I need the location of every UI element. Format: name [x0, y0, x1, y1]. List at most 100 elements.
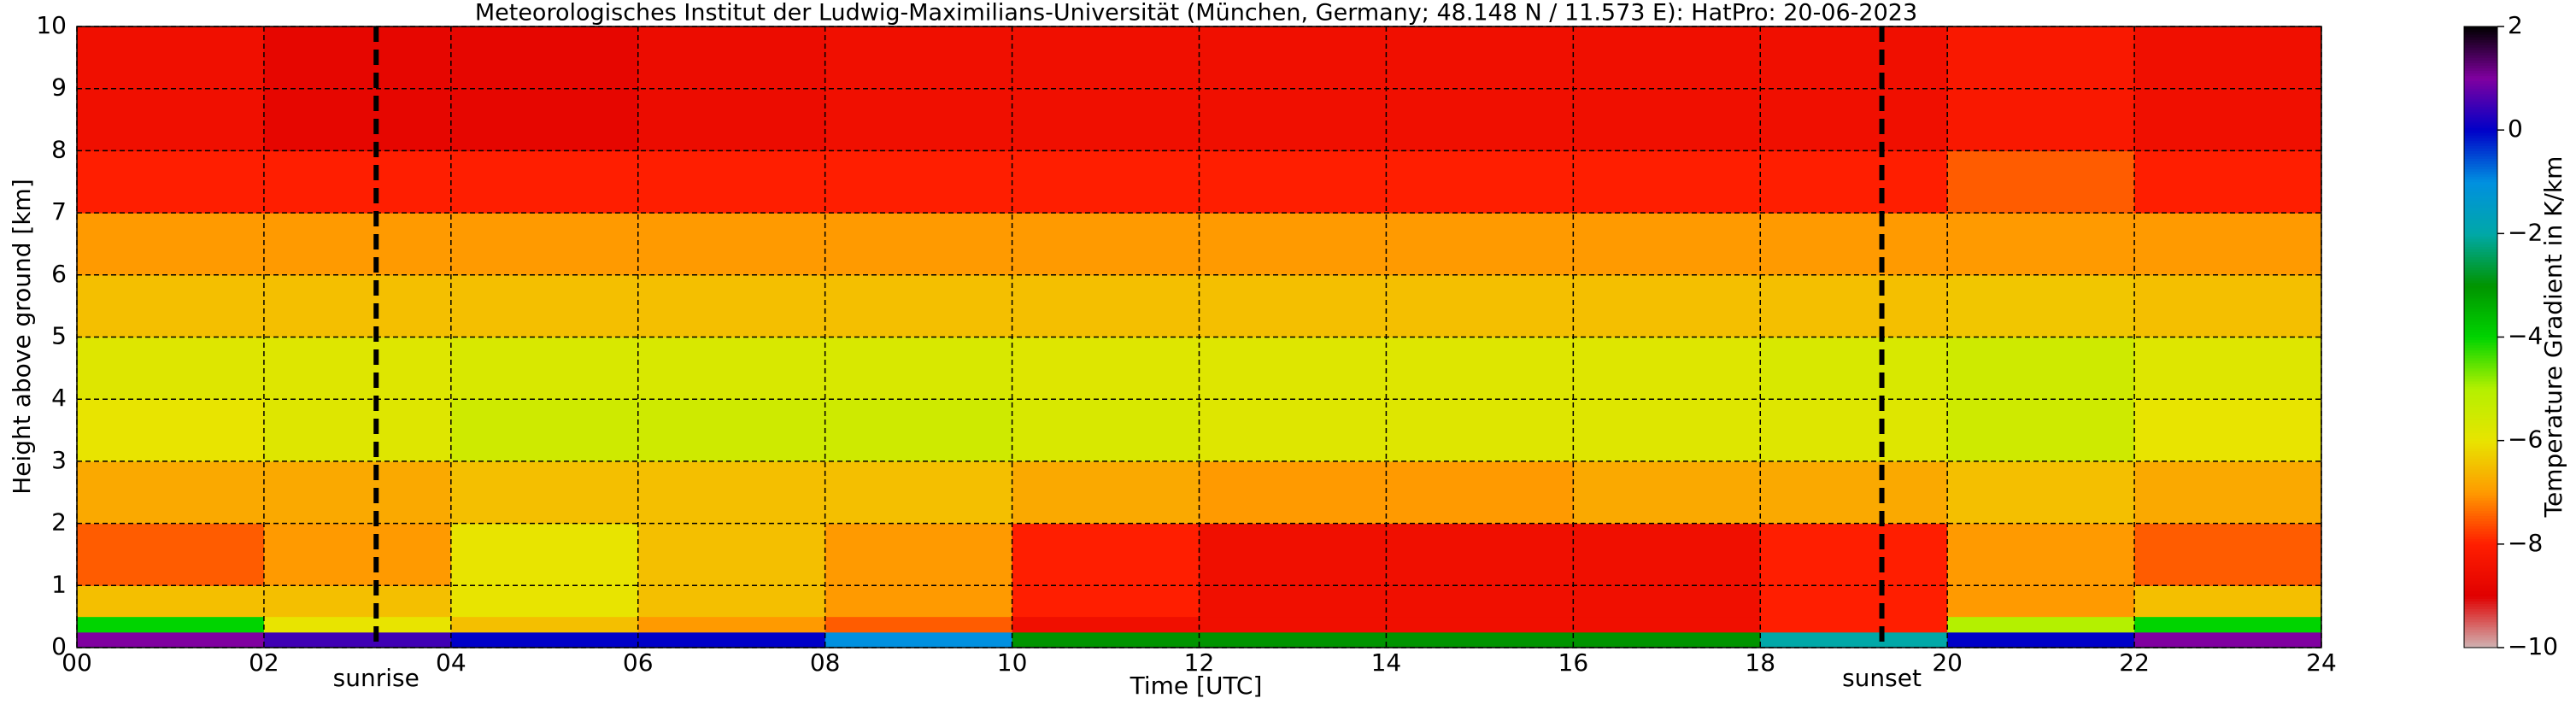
colorbar-tick-label: 2	[2508, 11, 2523, 39]
y-tick-label: 8	[51, 135, 67, 163]
colorbar-segment	[2464, 510, 2497, 513]
heatmap-cell	[1012, 213, 1200, 276]
heatmap-cell	[1760, 150, 1948, 214]
heatmap-cell	[1012, 399, 1200, 462]
colorbar-segment	[2464, 306, 2497, 309]
colorbar-segment	[2464, 311, 2497, 314]
colorbar-segment	[2464, 463, 2497, 467]
heatmap-cell	[263, 337, 452, 400]
colorbar-segment	[2464, 593, 2497, 596]
colorbar-tick-label: −4	[2508, 322, 2543, 350]
x-tick-label: 24	[2306, 648, 2337, 677]
colorbar-segment	[2464, 518, 2497, 522]
colorbar-segment	[2464, 523, 2497, 527]
colorbar-segment	[2464, 482, 2497, 485]
heatmap-cell	[1760, 399, 1948, 462]
colorbar-segment	[2464, 500, 2497, 503]
colorbar-segment	[2464, 93, 2497, 97]
colorbar-segment	[2464, 184, 2497, 188]
y-tick-label: 10	[36, 11, 67, 39]
heatmap-cell	[450, 461, 639, 525]
colorbar-segment	[2464, 639, 2497, 643]
heatmap-cell	[450, 274, 639, 337]
colorbar-segment	[2464, 437, 2497, 442]
colorbar-segment	[2464, 375, 2497, 379]
colorbar-segment	[2464, 624, 2497, 628]
heatmap-cell	[1947, 631, 2135, 648]
colorbar-segment	[2464, 560, 2497, 563]
colorbar-segment	[2464, 301, 2497, 304]
colorbar-segment	[2464, 155, 2497, 159]
colorbar-segment	[2464, 163, 2497, 167]
colorbar-segment	[2464, 179, 2497, 183]
x-axis-label: Time [UTC]	[1130, 672, 1263, 700]
colorbar-segment	[2464, 337, 2497, 341]
colorbar-segment	[2464, 585, 2497, 589]
colorbar-segment	[2464, 111, 2497, 115]
heatmap-cell	[450, 585, 639, 618]
colorbar-segment	[2464, 274, 2497, 279]
y-tick-label: 7	[51, 197, 67, 226]
colorbar-segment	[2464, 236, 2497, 239]
heatmap-cell	[637, 150, 826, 214]
colorbar-segment	[2464, 223, 2497, 226]
colorbar-segment	[2464, 432, 2497, 437]
colorbar-segment	[2464, 91, 2497, 95]
colorbar-segment	[2464, 565, 2497, 568]
colorbar-segment	[2464, 575, 2497, 578]
heatmap-cell	[637, 585, 826, 618]
heatmap-cell	[263, 631, 452, 648]
colorbar-segment	[2464, 218, 2497, 221]
x-tick-label: 12	[1184, 648, 1215, 677]
colorbar-segment	[2464, 55, 2497, 58]
colorbar-tick-label: −8	[2508, 529, 2543, 557]
colorbar-segment	[2464, 367, 2497, 372]
heatmap-cell	[824, 337, 1013, 400]
colorbar-segment	[2464, 44, 2497, 48]
colorbar-segment	[2464, 186, 2497, 191]
heatmap-cell	[77, 631, 265, 648]
y-tick-label: 2	[51, 508, 67, 537]
heatmap-cell	[77, 150, 265, 214]
heatmap-cell	[1760, 274, 1948, 337]
colorbar-segment	[2464, 450, 2497, 455]
colorbar-tick-label: −10	[2508, 632, 2558, 660]
y-tick-label: 3	[51, 446, 67, 474]
colorbar-segment	[2464, 507, 2497, 511]
colorbar-segment	[2464, 261, 2497, 266]
heatmap-cell	[824, 523, 1013, 586]
colorbar-segment	[2464, 60, 2497, 63]
heatmap-cell	[1573, 461, 1761, 525]
colorbar-segment	[2464, 233, 2497, 237]
colorbar-segment	[2464, 642, 2497, 646]
heatmap-cell	[450, 616, 639, 633]
colorbar-segment	[2464, 290, 2497, 294]
heatmap-cell	[263, 523, 452, 586]
heatmap-cell	[2134, 274, 2322, 337]
colorbar-segment	[2464, 329, 2497, 332]
colorbar-segment	[2464, 598, 2497, 601]
colorbar-segment	[2464, 355, 2497, 359]
colorbar-segment	[2464, 543, 2497, 548]
colorbar-segment	[2464, 145, 2497, 149]
colorbar-segment	[2464, 158, 2497, 162]
colorbar-segment	[2464, 153, 2497, 156]
colorbar-segment	[2464, 256, 2497, 261]
colorbar-segment	[2464, 161, 2497, 165]
colorbar-segment	[2464, 138, 2497, 141]
heatmap-cell	[77, 274, 265, 337]
colorbar-segment	[2464, 308, 2497, 312]
colorbar-segment	[2464, 344, 2497, 349]
heatmap-cell	[450, 399, 639, 462]
heatmap-cell	[1947, 274, 2135, 337]
colorbar-segment	[2464, 213, 2497, 216]
colorbar-segment	[2464, 386, 2497, 390]
heatmap-cell	[1386, 399, 1574, 462]
heatmap-cell	[1386, 631, 1574, 648]
heatmap-cell	[1386, 461, 1574, 525]
colorbar-segment	[2464, 52, 2497, 56]
colorbar-segment	[2464, 567, 2497, 571]
colorbar-segment	[2464, 626, 2497, 631]
colorbar-segment	[2464, 282, 2497, 286]
x-tick-label: 18	[1745, 648, 1775, 677]
